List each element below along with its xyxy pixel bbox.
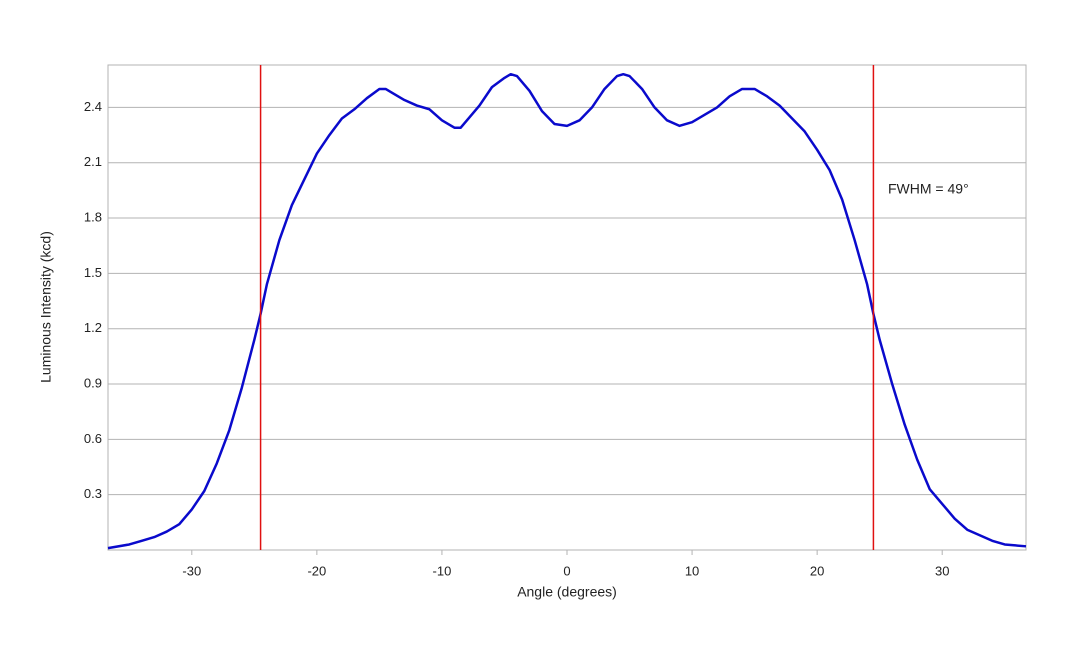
x-tick-label: -10	[433, 563, 452, 578]
y-tick-label: 1.2	[84, 320, 102, 335]
x-tick-label: -30	[182, 563, 201, 578]
y-tick-label: 0.9	[84, 375, 102, 390]
y-tick-label: 2.4	[84, 99, 102, 114]
y-tick-label: 0.6	[84, 431, 102, 446]
x-axis-label: Angle (degrees)	[517, 584, 617, 600]
y-tick-label: 2.1	[84, 154, 102, 169]
x-tick-label: -20	[307, 563, 326, 578]
y-tick-label: 1.8	[84, 209, 102, 224]
x-tick-label: 0	[563, 563, 570, 578]
data-line	[107, 72, 1027, 550]
x-tick-label: 10	[685, 563, 699, 578]
annotation: FWHM = 49°	[888, 181, 969, 197]
plot-frame	[107, 64, 1027, 551]
x-tick-label: 20	[810, 563, 824, 578]
y-axis-label: Luminous Intensity (kcd)	[38, 231, 54, 383]
y-tick-label: 1.5	[84, 265, 102, 280]
x-tick-label: 30	[935, 563, 949, 578]
y-tick-label: 0.3	[84, 486, 102, 501]
